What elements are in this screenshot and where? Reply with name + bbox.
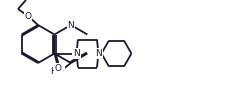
Text: N: N xyxy=(95,49,102,58)
Text: O: O xyxy=(24,11,32,20)
Text: HO: HO xyxy=(50,66,64,75)
Text: N: N xyxy=(68,20,74,30)
Text: O: O xyxy=(55,64,62,73)
Text: N: N xyxy=(73,49,80,58)
